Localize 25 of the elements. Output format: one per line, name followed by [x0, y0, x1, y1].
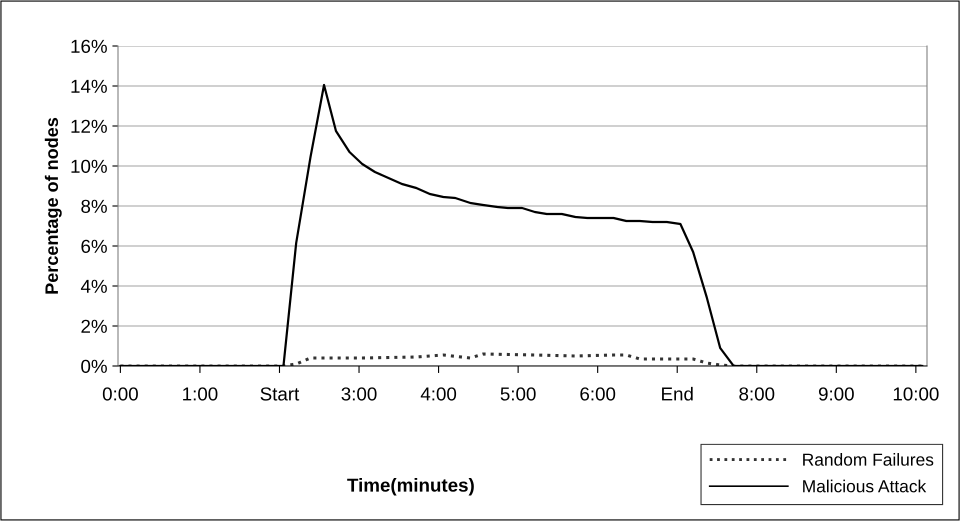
line-series [118, 352, 924, 366]
x-tick-label: 8:00 [739, 387, 774, 401]
legend-label: Malicious Attack [803, 480, 926, 492]
y-tick-label: 8% [81, 200, 107, 213]
y-tick-label: 10% [71, 160, 107, 173]
x-tick-label: 3:00 [342, 387, 377, 401]
y-tick-label: 16% [71, 40, 107, 53]
y-tick-label: 6% [81, 240, 107, 253]
y-axis-title: Percentage of nodes [44, 118, 62, 294]
x-tick-label: 5:00 [500, 387, 536, 401]
y-tick-label: 12% [71, 120, 107, 133]
y-tick-label: 2% [81, 320, 107, 333]
x-tick-label: 10:00 [894, 387, 939, 401]
x-tick-label: 9:00 [818, 387, 854, 401]
legend-label: Random Failures [803, 453, 934, 466]
y-tick-label: 0% [81, 360, 107, 373]
x-axis-title: Time(minutes) [347, 478, 474, 496]
x-tick-label: Start [260, 387, 300, 401]
y-tick-label: 4% [80, 280, 107, 293]
x-tick-label: 1:00 [183, 387, 218, 401]
x-tick-label: 0:00 [102, 387, 138, 401]
x-tick-label: 6:00 [580, 387, 616, 401]
y-tick-label: 14% [71, 80, 107, 93]
x-tick-label: 4:00 [420, 387, 456, 401]
x-tick-label: End [662, 386, 693, 401]
